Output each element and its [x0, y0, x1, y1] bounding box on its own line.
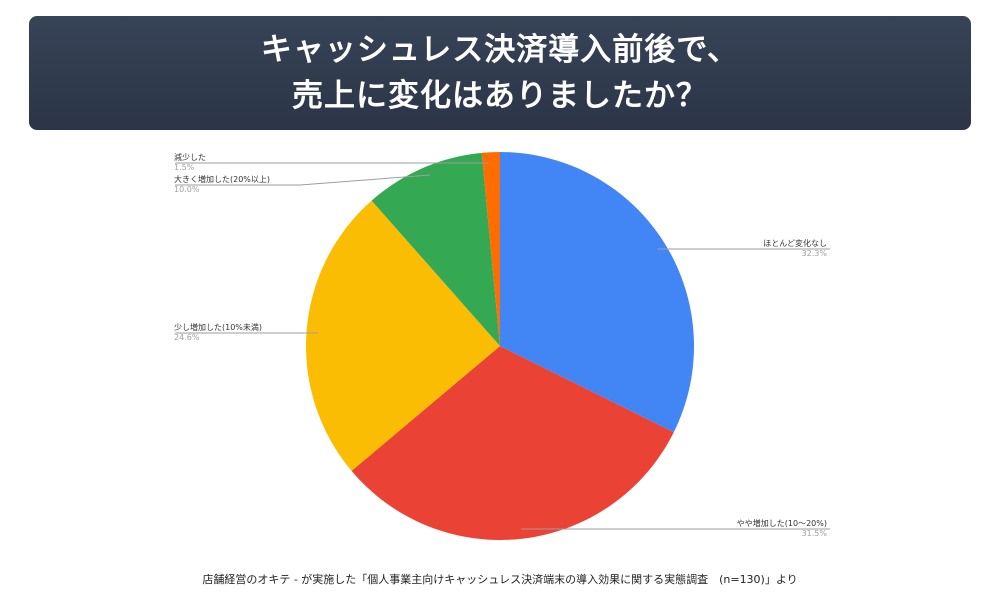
label-percent: 1.5% — [174, 163, 195, 172]
label-small-increase: 少し増加した(10%未満) 24.6% — [174, 323, 262, 343]
title-line-1: キャッシュレス決済導入前後で、 — [260, 32, 740, 68]
label-name: 減少した — [174, 153, 206, 162]
pie-slice-2 — [306, 200, 500, 471]
pie-slices — [306, 152, 694, 540]
label-percent: 31.5% — [801, 529, 827, 538]
source-caption: 店舗経営のオキテ - が実施した「個人事業主向けキャッシュレス決済端末の導入効果… — [202, 573, 798, 586]
pie-slice-4 — [481, 152, 500, 346]
leader-lines — [175, 162, 830, 530]
pie-slice-3 — [371, 152, 500, 346]
title-banner: キャッシュレス決済導入前後で、 売上に変化はありましたか？ — [29, 16, 971, 130]
leader-line-large-increase — [175, 174, 431, 186]
label-percent: 24.6% — [174, 333, 200, 342]
label-percent: 32.3% — [801, 249, 827, 258]
pie-slice-1 — [351, 346, 674, 540]
label-slight-increase: やや増加した(10～20%) 31.5% — [737, 519, 827, 539]
label-name: 少し増加した(10%未満) — [174, 323, 263, 332]
label-percent: 10.0% — [174, 185, 200, 194]
title-line-2: 売上に変化はありましたか？ — [292, 78, 708, 114]
label-name: 大きく増加した(20%以上) — [174, 175, 271, 184]
label-decrease: 減少した 1.5% — [174, 153, 206, 173]
pie-slice-0 — [500, 152, 694, 433]
label-name: ほとんど変化なし — [763, 239, 827, 248]
label-large-increase: 大きく増加した(20%以上) 10.0% — [174, 175, 270, 195]
label-name: やや増加した(10～20%) — [736, 519, 827, 528]
label-no-change: ほとんど変化なし 32.3% — [763, 239, 827, 259]
